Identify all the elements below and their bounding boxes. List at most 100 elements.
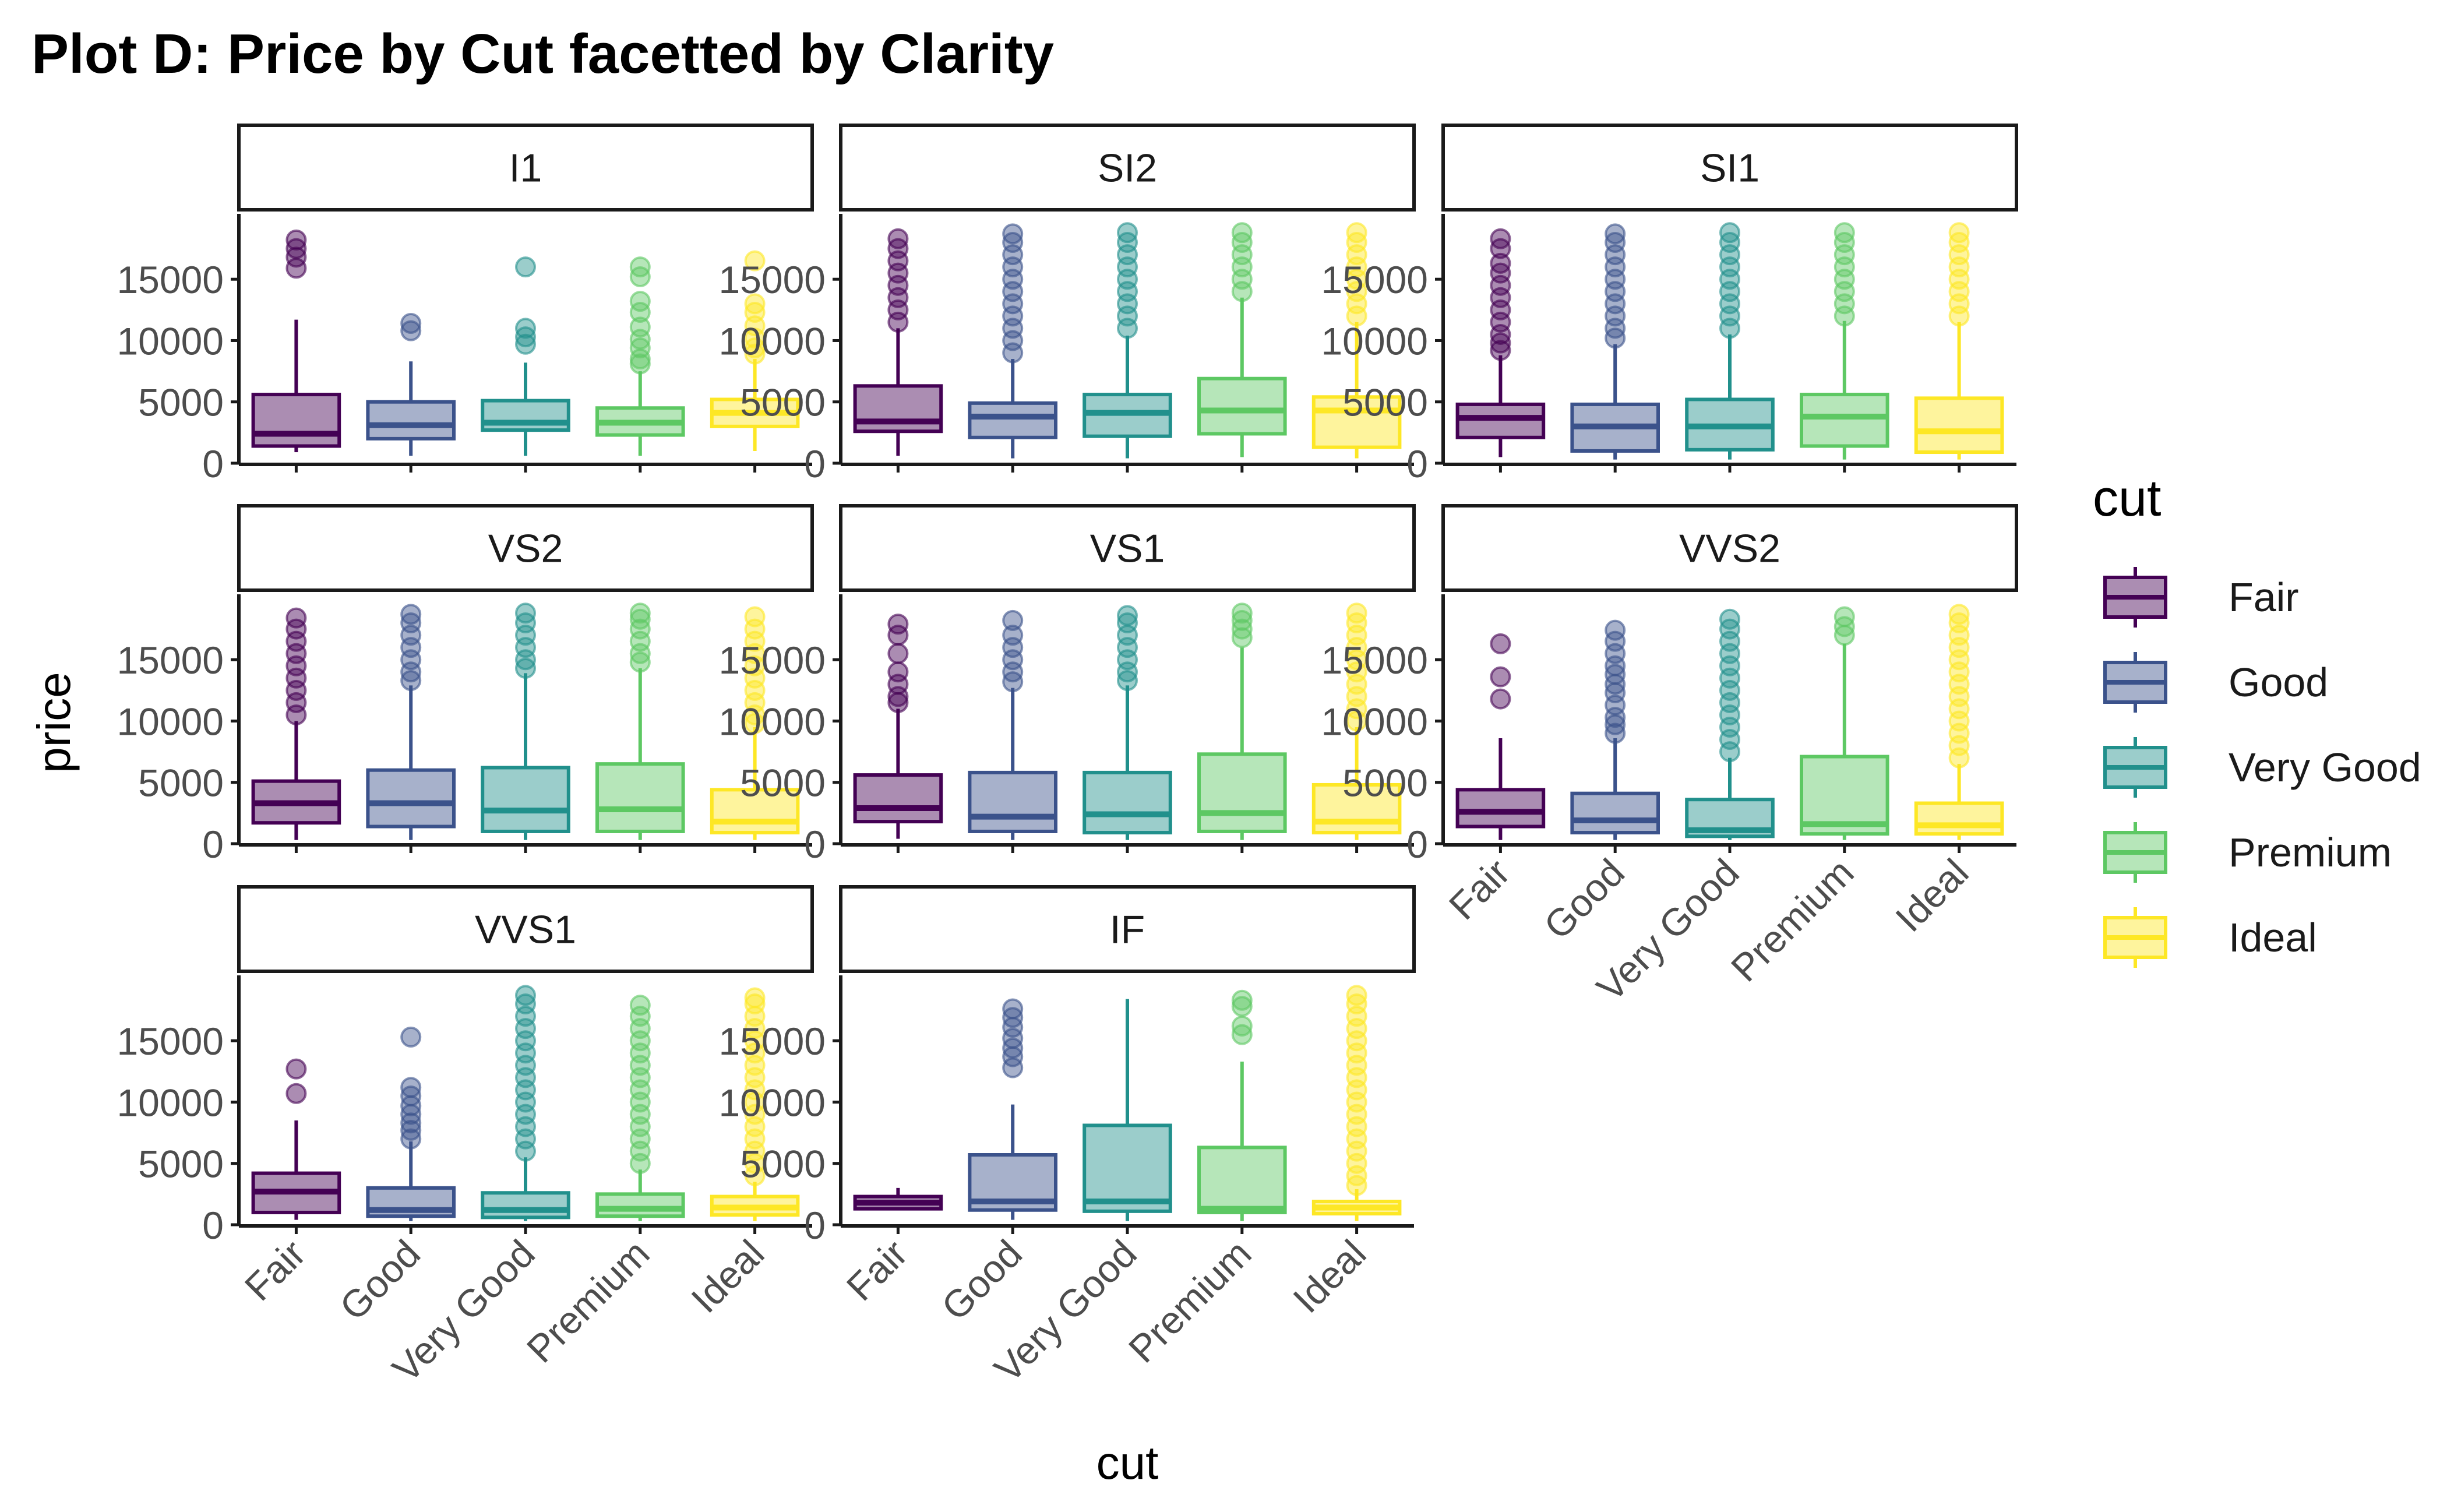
outlier-point <box>1490 340 1511 361</box>
box-good <box>968 998 1058 1220</box>
facet-strip-label: VVS2 <box>1679 527 1780 571</box>
box-very-good <box>1685 222 1775 460</box>
box-fair <box>1455 228 1546 457</box>
outlier-point <box>515 985 536 1006</box>
y-tick-label: 15000 <box>117 258 224 301</box>
outlier-point <box>285 618 307 640</box>
outlier-point <box>400 1026 422 1048</box>
outlier-point <box>1117 222 1138 244</box>
facet-strip-si1 <box>1441 124 2018 212</box>
facet-strip-label: VVS1 <box>475 908 576 952</box>
y-tick-label: 0 <box>804 823 826 866</box>
legend-item-ideal: Ideal <box>2103 907 2317 968</box>
box-body <box>1455 788 1546 829</box>
legend-item-premium: Premium <box>2103 822 2392 883</box>
outlier-point <box>400 1077 422 1098</box>
x-tick-label: Premium <box>1723 851 1862 990</box>
box-good <box>1570 619 1660 840</box>
box-ideal <box>1311 602 1402 840</box>
legend-item-fair: Fair <box>2103 567 2299 628</box>
box-very-good <box>1083 222 1172 459</box>
y-tick-label: 15000 <box>117 1020 224 1063</box>
box-body <box>1800 393 1889 448</box>
outlier-point <box>629 608 651 630</box>
box-body <box>481 766 570 833</box>
y-tick-label: 0 <box>1406 823 1428 866</box>
outlier-point <box>744 293 766 315</box>
box-fair <box>853 1187 943 1211</box>
facet-strip-label: VS1 <box>1090 527 1165 571</box>
outlier-point <box>1002 1028 1024 1049</box>
outlier-point <box>744 993 766 1015</box>
outlier-point <box>744 343 766 365</box>
box-body <box>1455 402 1546 439</box>
outlier-point <box>1948 222 1970 244</box>
y-tick-label: 10000 <box>117 1081 224 1124</box>
box-body <box>1083 770 1172 835</box>
outlier-point <box>400 1119 422 1141</box>
outlier-point <box>1346 985 1367 1006</box>
facet-strip-if <box>839 885 1416 973</box>
outlier-point <box>1231 989 1253 1011</box>
box-body <box>1800 755 1889 836</box>
y-tick-label: 5000 <box>740 762 826 805</box>
facet-strip-vvs1 <box>237 885 814 973</box>
box-body <box>710 788 800 835</box>
outlier-point <box>629 995 651 1016</box>
x-tick-label: Fair <box>838 1232 916 1309</box>
legend-item-very-good: Very Good <box>2103 737 2421 798</box>
y-tick-label: 5000 <box>1342 762 1428 805</box>
outlier-point <box>515 333 536 355</box>
facet-panel-si1: SI1 0 5000 10000 15000 <box>1321 124 2018 485</box>
box-body <box>251 393 341 448</box>
box-fair <box>251 607 341 840</box>
box-ideal <box>710 987 800 1221</box>
outlier-point <box>1490 688 1511 710</box>
box-premium <box>1800 606 1889 840</box>
box-premium <box>1197 602 1287 840</box>
outlier-point <box>285 607 307 629</box>
outlier-point <box>1231 996 1253 1017</box>
facet-strip-vvs2 <box>1441 504 2018 592</box>
x-tick-label: Good <box>933 1232 1031 1329</box>
outlier-point <box>1002 609 1024 631</box>
outlier-point <box>1231 222 1253 244</box>
y-tick-label: 10000 <box>718 319 826 362</box>
outlier-point <box>1719 222 1740 244</box>
facet-strip-vs2 <box>237 504 814 592</box>
box-ideal <box>1311 222 1402 459</box>
y-tick-label: 5000 <box>1342 381 1428 424</box>
outlier-point <box>1948 604 1970 625</box>
box-ideal <box>710 250 800 451</box>
facet-panels: I1 0 5000 10000 15000 SI2 0 5000 10000 15000 SI1 0 5… <box>117 124 2018 1390</box>
box-premium <box>595 256 685 456</box>
legend-item-label: Premium <box>2229 830 2392 875</box>
y-tick-label: 0 <box>202 442 224 485</box>
x-tick-label: Good <box>1536 851 1633 948</box>
y-tick-label: 15000 <box>718 639 826 682</box>
y-tick-label: 10000 <box>1321 319 1428 362</box>
y-tick-label: 15000 <box>1321 639 1428 682</box>
x-tick-label: Premium <box>1120 1232 1260 1371</box>
outlier-point <box>1490 228 1511 249</box>
outlier-point <box>515 602 536 624</box>
outlier-point <box>1002 223 1024 245</box>
box-good <box>366 604 456 840</box>
box-body <box>595 762 685 833</box>
outlier-point <box>1346 602 1367 624</box>
box-very-good <box>481 602 570 840</box>
legend-item-label: Ideal <box>2229 915 2317 960</box>
facet-strip-label: IF <box>1110 908 1145 952</box>
y-tick-label: 5000 <box>138 1143 224 1186</box>
box-body <box>968 401 1058 439</box>
box-premium <box>595 602 685 840</box>
outlier-point <box>629 602 651 624</box>
box-very-good <box>481 985 570 1221</box>
outlier-point <box>285 1058 307 1080</box>
legend-item-good: Good <box>2103 652 2328 713</box>
outlier-point <box>1117 605 1138 626</box>
outlier-point <box>1231 1015 1253 1037</box>
box-body <box>853 773 943 824</box>
box-very-good <box>1685 608 1775 840</box>
outlier-point <box>887 643 909 664</box>
